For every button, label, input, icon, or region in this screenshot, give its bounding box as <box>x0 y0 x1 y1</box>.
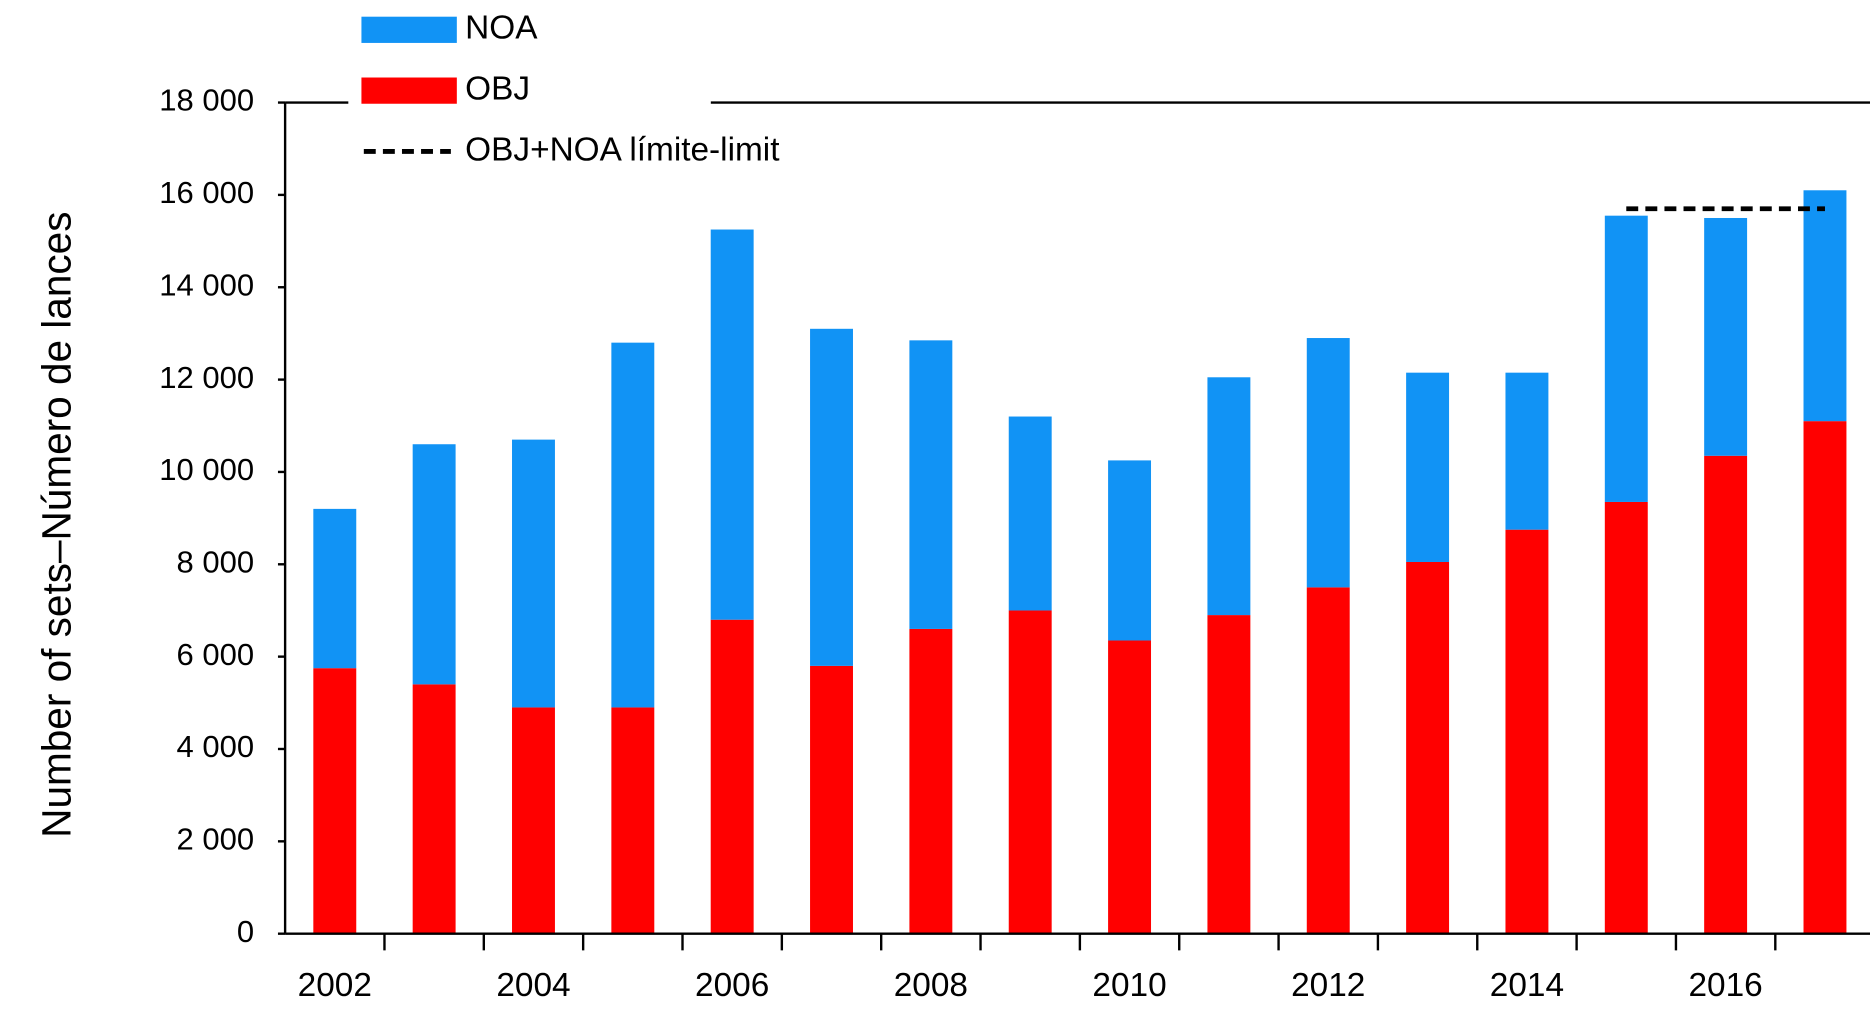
bar <box>611 342 655 708</box>
bar <box>1008 416 1052 611</box>
legend-label: OBJ+NOA límite-limit <box>465 131 780 168</box>
bar <box>710 229 754 620</box>
bar <box>1803 421 1847 934</box>
y-axis-label: Number of sets–Número de lances <box>33 212 79 838</box>
bar <box>1505 529 1549 934</box>
x-tick-label: 2002 <box>298 967 372 1004</box>
bar <box>1306 587 1350 934</box>
legend-swatch <box>361 16 457 43</box>
bar <box>1704 455 1748 934</box>
y-tick-label: 18 000 <box>159 83 254 118</box>
y-tick-label: 6 000 <box>177 637 255 672</box>
bar <box>412 444 456 685</box>
bar <box>909 628 953 934</box>
y-tick-label: 8 000 <box>177 544 255 579</box>
legend-label: OBJ <box>465 70 530 107</box>
bar <box>313 508 357 669</box>
y-tick-label: 4 000 <box>177 729 255 764</box>
y-tick-label: 0 <box>237 914 254 949</box>
x-tick-label: 2010 <box>1092 967 1166 1004</box>
bar <box>512 439 555 708</box>
y-tick-label: 16 000 <box>159 175 254 210</box>
bar <box>313 668 357 934</box>
y-tick-label: 2 000 <box>177 822 255 857</box>
x-tick-label: 2008 <box>894 967 968 1004</box>
y-tick-label: 12 000 <box>159 360 254 395</box>
x-tick-label: 2006 <box>695 967 769 1004</box>
bar <box>1207 615 1251 934</box>
y-tick-label: 14 000 <box>159 267 254 302</box>
bar <box>1406 372 1450 562</box>
bar <box>611 707 655 934</box>
bar <box>1008 610 1052 934</box>
bar <box>1108 640 1152 934</box>
bar <box>1803 190 1847 422</box>
bar <box>512 707 555 934</box>
x-tick-label: 2014 <box>1490 967 1564 1004</box>
bar <box>1604 501 1648 934</box>
bar <box>1306 338 1350 588</box>
bar <box>1108 460 1152 641</box>
legend-label: NOA <box>465 10 538 47</box>
bar <box>710 619 754 934</box>
x-tick-label: 2016 <box>1689 967 1763 1004</box>
bar <box>810 665 853 934</box>
bar <box>909 340 953 629</box>
x-tick-label: 2004 <box>496 967 570 1004</box>
bar <box>1704 217 1748 456</box>
bar <box>1406 561 1450 934</box>
x-tick-label: 2012 <box>1291 967 1365 1004</box>
bar <box>1604 215 1648 502</box>
y-tick-label: 10 000 <box>159 452 254 487</box>
legend-swatch <box>361 77 457 104</box>
bar <box>1505 372 1549 530</box>
bar <box>412 684 456 934</box>
bar <box>810 328 853 666</box>
bar <box>1207 377 1251 616</box>
